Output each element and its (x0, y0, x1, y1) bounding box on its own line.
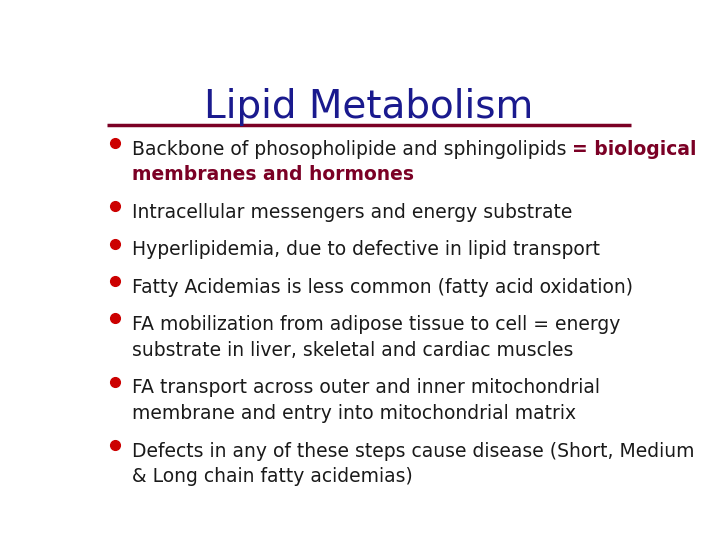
Text: FA mobilization from adipose tissue to cell = energy: FA mobilization from adipose tissue to c… (132, 315, 620, 334)
Text: membrane and entry into mitochondrial matrix: membrane and entry into mitochondrial ma… (132, 404, 576, 423)
Text: FA transport across outer and inner mitochondrial: FA transport across outer and inner mito… (132, 379, 600, 397)
Text: & Long chain fatty acidemias): & Long chain fatty acidemias) (132, 467, 413, 487)
Text: substrate in liver, skeletal and cardiac muscles: substrate in liver, skeletal and cardiac… (132, 341, 573, 360)
Text: Defects in any of these steps cause disease (Short, Medium: Defects in any of these steps cause dise… (132, 442, 694, 461)
Text: Fatty Acidemias is less common (fatty acid oxidation): Fatty Acidemias is less common (fatty ac… (132, 278, 633, 296)
Text: Intracellular messengers and energy substrate: Intracellular messengers and energy subs… (132, 203, 572, 222)
Text: = biological: = biological (572, 140, 697, 159)
Text: Hyperlipidemia, due to defective in lipid transport: Hyperlipidemia, due to defective in lipi… (132, 240, 600, 259)
Text: membranes and hormones: membranes and hormones (132, 165, 414, 185)
Text: Lipid Metabolism: Lipid Metabolism (204, 87, 534, 126)
Text: Backbone of phosopholipide and sphingolipids: Backbone of phosopholipide and sphingoli… (132, 140, 572, 159)
